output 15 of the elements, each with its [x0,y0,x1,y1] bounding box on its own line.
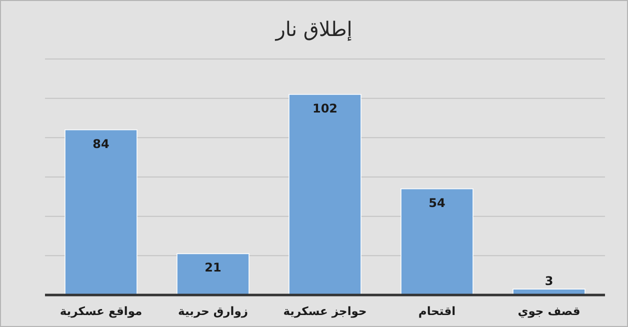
bar [64,129,138,296]
bar [288,94,362,296]
bar [176,253,250,296]
data-label: 3 [544,274,554,288]
chart-title: إطلاق نار [274,17,352,41]
data-label: 54 [428,196,446,210]
data-label: 102 [312,101,338,116]
data-label: 21 [204,260,222,275]
x-tick-label: مواقع عسكرية [60,304,142,318]
bar [400,188,474,296]
x-tick-label: اقتحام [418,304,456,318]
x-tick-label: قصف جوي [518,304,580,318]
x-tick-label: زوارق حربية [178,304,248,318]
x-tick-label: حواجز عسكرية [283,304,367,318]
data-label: 84 [92,136,110,151]
